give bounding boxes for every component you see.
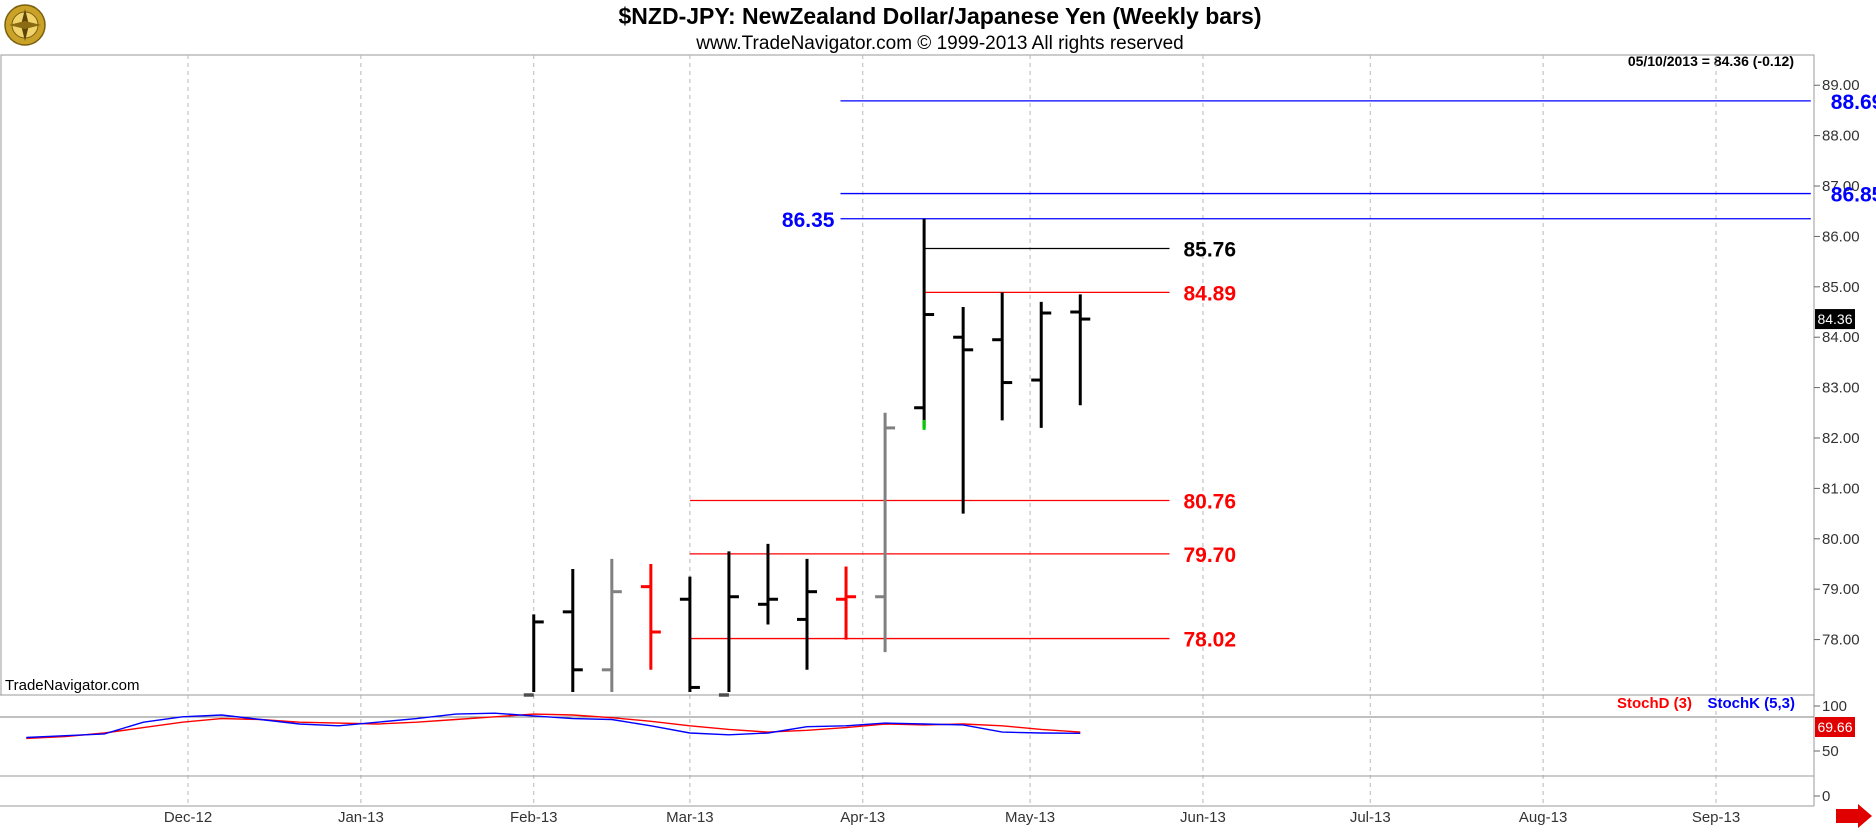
ohlc-bar-2013-04-26	[992, 292, 1012, 420]
stoch-tick-label: 50	[1822, 743, 1839, 760]
price-tick-label: 85.00	[1822, 279, 1860, 296]
ohlc-bar-2013-02-08	[563, 569, 583, 692]
ohlc-bar-2013-03-29	[836, 566, 856, 639]
ohlc-bar-2013-05-10	[1070, 294, 1090, 405]
stoch-tick-label: 0	[1822, 788, 1830, 805]
price-bars	[524, 219, 1091, 695]
stoch-ticks: 0 50 100	[1814, 698, 1847, 805]
level-label-80.76: 80.76	[1183, 490, 1236, 513]
date-tick-mar-13: Mar-13	[666, 809, 714, 826]
ohlc-bar-2013-03-01	[680, 577, 700, 692]
plot-frame	[1, 55, 1814, 695]
ohlc-bar-2013-02-22	[641, 564, 661, 670]
stoch-last-badge: 69.66	[1815, 717, 1855, 737]
price-tick-label: 86.00	[1822, 228, 1860, 245]
vertical-gridlines	[188, 55, 1716, 806]
level-label-88.69: 88.69	[1831, 91, 1876, 114]
trade-navigator-logo	[5, 5, 45, 45]
chart-copyright: www.TradeNavigator.com © 1999-2013 All r…	[695, 33, 1183, 54]
ohlc-bar-2013-04-12	[914, 219, 934, 428]
price-tick-label: 88.00	[1822, 128, 1860, 145]
price-tick-label: 82.00	[1822, 430, 1860, 447]
ohlc-bar-2013-03-08	[719, 551, 739, 695]
price-tick-label: 83.00	[1822, 380, 1860, 397]
price-tick-label: 84.00	[1822, 329, 1860, 346]
date-tick-apr-13: Apr-13	[840, 809, 885, 826]
date-tick-jul-13: Jul-13	[1350, 809, 1391, 826]
date-tick-sep-13: Sep-13	[1692, 809, 1740, 826]
price-tick-label: 81.00	[1822, 480, 1860, 497]
scroll-right-arrow-icon[interactable]	[1836, 804, 1872, 828]
ohlc-bar-2013-04-05	[875, 413, 895, 652]
legend-stochd: StochD (3)	[1617, 695, 1692, 712]
ohlc-bar-2013-03-15	[758, 544, 778, 625]
date-tick-aug-13: Aug-13	[1519, 809, 1567, 826]
date-axis-labels: Dec-12 Jan-13 Feb-13 Mar-13 Apr-13 May-13 Jun-…	[164, 809, 1740, 826]
price-tick-label: 79.00	[1822, 581, 1860, 598]
stoch-tick-label: 100	[1822, 698, 1847, 715]
ohlc-bar-2013-02-15	[602, 559, 622, 692]
last-price-value: 84.36	[1817, 311, 1852, 327]
level-label-86.35: 86.35	[782, 209, 835, 232]
date-tick-dec-12: Dec-12	[164, 809, 212, 826]
ohlc-bar-2013-05-03	[1031, 302, 1051, 428]
price-ticks: 78.00 79.00 80.00 81.00 82.00 83.00 84.00 85.00…	[1814, 77, 1860, 648]
ohlc-bar-2013-02-01	[524, 614, 544, 695]
legend-stochk: StochK (5,3)	[1707, 695, 1795, 712]
level-label-84.89: 84.89	[1183, 282, 1236, 305]
last-price-badge: 84.36	[1815, 309, 1855, 329]
price-tick-label: 80.00	[1822, 531, 1860, 548]
price-tick-label: 78.00	[1822, 632, 1860, 649]
stoch-last-value: 69.66	[1817, 719, 1852, 735]
ohlc-bar-2013-04-19	[953, 307, 973, 514]
ohlc-bar-2013-03-22	[797, 559, 817, 670]
price-levels: 88.69 86.85 86.35 85.76 84.89 80.76 79.70 78.02	[690, 91, 1876, 652]
date-tick-feb-13: Feb-13	[510, 809, 558, 826]
date-tick-may-13: May-13	[1005, 809, 1055, 826]
level-label-78.02: 78.02	[1183, 629, 1236, 652]
level-label-86.85: 86.85	[1831, 184, 1876, 207]
watermark: TradeNavigator.com	[5, 677, 140, 694]
level-label-85.76: 85.76	[1183, 239, 1236, 262]
date-tick-jan-13: Jan-13	[338, 809, 384, 826]
chart-title: $NZD-JPY: NewZealand Dollar/Japanese Yen…	[619, 3, 1262, 29]
level-label-79.70: 79.70	[1183, 544, 1236, 567]
date-tick-jun-13: Jun-13	[1180, 809, 1226, 826]
